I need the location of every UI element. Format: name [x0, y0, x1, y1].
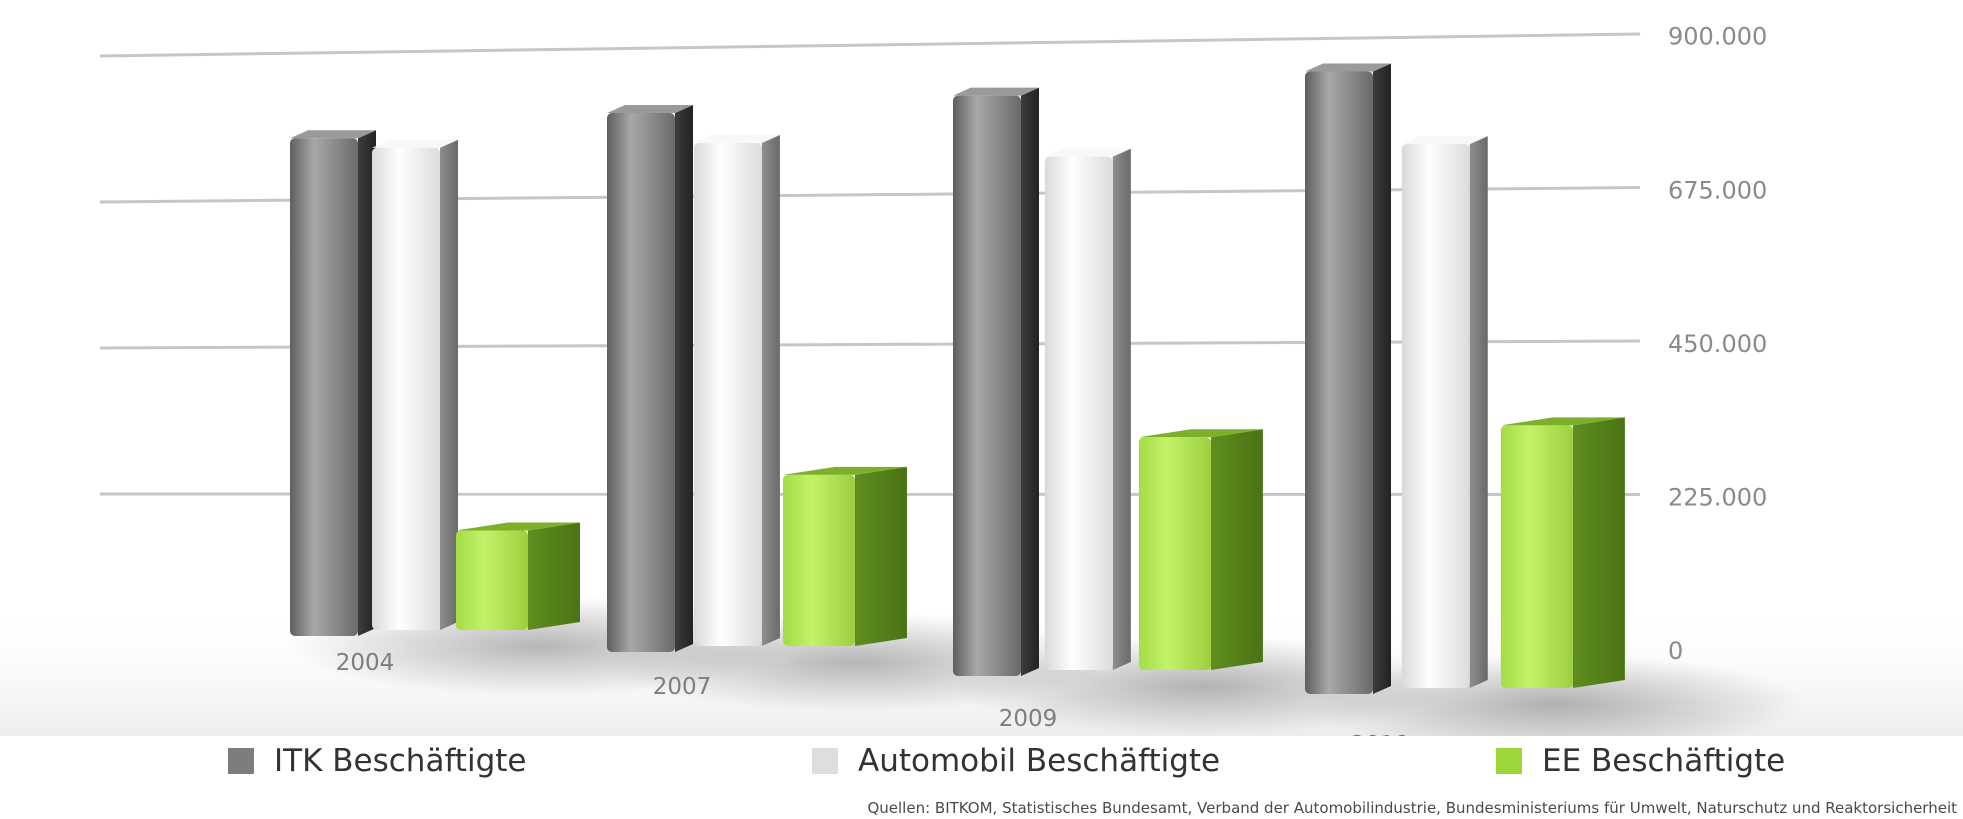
- gridline: [99, 32, 1641, 58]
- bar-itk-2009: [953, 87, 1039, 676]
- legend-item-automobil: Automobil Beschäftigte: [812, 736, 1220, 786]
- y-tick-label: 225.000: [1668, 484, 1767, 512]
- y-tick-label: 900.000: [1668, 23, 1767, 51]
- bar-itk-2010: [1305, 63, 1391, 694]
- legend-swatch-ee: [1496, 748, 1522, 774]
- y-axis-ticks: 0 225.000 450.000 675.000 900.000: [1668, 23, 1767, 665]
- legend-item-itk: ITK Beschäftigte: [228, 736, 526, 786]
- bar-ee-2009: [1138, 429, 1263, 670]
- bar-ee-2004: [456, 522, 580, 630]
- source-note: Quellen: BITKOM, Statistisches Bundesamt…: [867, 799, 1957, 817]
- legend-label-ee: EE Beschäftigte: [1542, 743, 1786, 779]
- legend: ITK Beschäftigte Automobil Beschäftigte …: [0, 736, 1963, 786]
- legend-label-automobil: Automobil Beschäftigte: [858, 743, 1221, 779]
- x-category-label: 2004: [336, 650, 395, 676]
- x-category-label: 2007: [653, 674, 712, 700]
- legend-swatch-itk: [228, 748, 254, 774]
- y-tick-label: 675.000: [1668, 176, 1767, 204]
- bar-automobil-2004: [372, 139, 458, 630]
- bar-automobil-2007: [693, 134, 780, 646]
- bars: [290, 63, 1625, 694]
- legend-swatch-automobil: [812, 748, 838, 774]
- bar-automobil-2010: [1401, 136, 1488, 688]
- legend-label-itk: ITK Beschäftigte: [274, 743, 527, 779]
- bar-ee-2010: [1500, 417, 1625, 688]
- x-axis-categories: 2004 2007 2009 2010: [336, 650, 1410, 736]
- bar-ee-2007: [782, 466, 907, 646]
- legend-item-ee: EE Beschäftigte: [1496, 736, 1785, 786]
- y-tick-label: 450.000: [1668, 330, 1767, 358]
- bar-automobil-2009: [1044, 148, 1131, 670]
- bar-itk-2007: [607, 105, 693, 652]
- x-category-label: 2009: [999, 706, 1058, 732]
- x-category-label: 2010: [1351, 732, 1410, 736]
- y-tick-label: 0: [1668, 637, 1683, 665]
- bar-itk-2004: [290, 130, 376, 636]
